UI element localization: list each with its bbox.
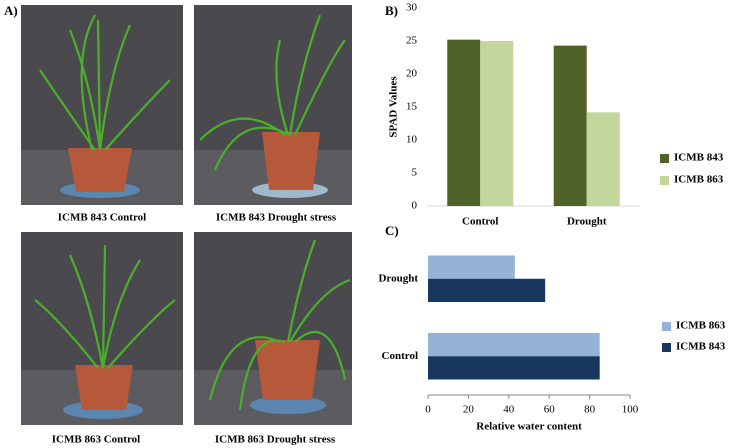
legend-swatch <box>660 176 669 185</box>
y-tick-label: 25 <box>406 35 418 47</box>
legend-label: ICMB 863 <box>676 320 726 332</box>
bar <box>480 41 514 206</box>
legend-swatch <box>662 322 671 331</box>
legend-label: ICMB 843 <box>674 152 724 164</box>
panel-label: C) <box>385 223 399 238</box>
photo-caption: ICMB 843 Drought stress <box>216 212 337 224</box>
bar <box>428 333 600 357</box>
y-tick-label: 10 <box>406 134 418 146</box>
legend-swatch <box>662 343 671 352</box>
bar <box>428 255 515 279</box>
photo <box>21 232 183 425</box>
x-axis-title: Relative water content <box>476 421 582 433</box>
bar <box>586 112 620 206</box>
legend-label: ICMB 863 <box>674 174 724 186</box>
x-tick-label: 20 <box>463 404 475 416</box>
y-axis-title: SPAD Values <box>388 76 400 138</box>
photo-caption: ICMB 843 Control <box>58 212 146 224</box>
panel-label: B) <box>385 3 398 18</box>
x-tick-label: Drought <box>567 216 607 228</box>
x-tick-label: 60 <box>544 404 556 416</box>
x-tick-label: 40 <box>503 404 515 416</box>
y-tick-label: 30 <box>406 2 418 14</box>
legend-swatch <box>660 154 669 163</box>
panel-label: A) <box>4 3 18 18</box>
y-tick-label: 15 <box>406 101 418 113</box>
y-tick-label: Control <box>382 350 418 362</box>
bar <box>553 45 587 207</box>
bar <box>428 278 546 302</box>
legend-label: ICMB 843 <box>676 341 726 353</box>
bar <box>447 39 481 207</box>
x-tick-label: 100 <box>622 404 639 416</box>
photo-caption: ICMB 863 Drought stress <box>215 434 336 446</box>
y-tick-label: 20 <box>406 68 418 80</box>
photo <box>21 5 183 205</box>
bar <box>428 356 600 380</box>
x-tick-label: Control <box>462 216 498 228</box>
x-tick-label: 0 <box>425 404 431 416</box>
photo-caption: ICMB 863 Control <box>52 434 140 446</box>
x-tick-label: 80 <box>584 404 596 416</box>
photo <box>194 5 352 205</box>
y-tick-label: 5 <box>412 167 418 179</box>
y-tick-label: Drought <box>378 272 418 284</box>
photo <box>194 232 352 425</box>
y-tick-label: 0 <box>412 200 418 212</box>
